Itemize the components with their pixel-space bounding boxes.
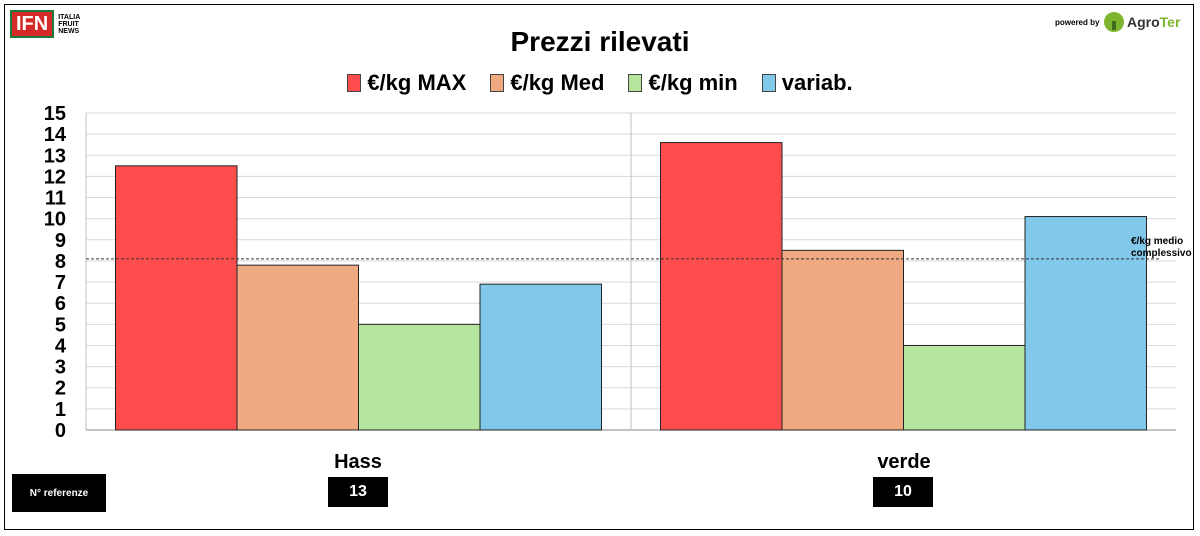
y-tick-label: 14 [44,124,67,146]
tree-icon [1104,12,1124,32]
legend: €/kg MAX €/kg Med €/kg min variab. [0,70,1200,96]
ifn-logo: IFN ITALIA FRUIT NEWS [10,10,80,38]
y-tick-label: 6 [55,293,66,315]
legend-item-min: €/kg min [628,70,738,96]
y-tick-label: 4 [55,335,67,357]
y-tick-label: 12 [44,166,66,188]
y-tick-label: 0 [55,420,66,442]
count-box-verde: 10 [873,477,933,507]
ifn-logo-letters: IFN [10,10,55,38]
bar-min-verde [903,344,1026,431]
category-label-verde: verde [877,451,931,473]
legend-swatch-max [347,74,362,92]
legend-label-variab: variab. [781,70,853,95]
logo-word-1: ITALIA [58,13,81,21]
agroter-name-a: Agro [1127,14,1160,30]
count-box-hass: 13 [328,477,388,507]
bar-min-hass [358,323,481,431]
chart-title: Prezzi rilevati [510,26,690,57]
powered-by-label: powered by [1055,18,1100,27]
legend-item-variab: variab. [761,70,853,96]
reference-label-line1: €/kg medio [1131,236,1184,247]
agroter-logo: AgroTer [1104,12,1180,32]
bar-med-hass [236,264,359,431]
category-label-hass: Hass [334,451,382,473]
legend-swatch-min [628,74,643,92]
bar-max-verde [660,142,783,431]
ifn-logo-words: ITALIA FRUIT NEWS [58,14,80,35]
bar-variab-verde [1024,216,1147,431]
y-tick-label: 15 [44,103,66,125]
y-tick-label: 5 [55,314,66,336]
logo-word-3: NEWS [58,27,80,35]
legend-swatch-variab [761,74,776,92]
legend-item-max: €/kg MAX [347,70,466,96]
chart-frame [4,4,1194,530]
y-tick-label: 1 [55,399,66,421]
legend-label-max: €/kg MAX [367,70,467,95]
bar-variab-hass [479,283,602,431]
y-tick-label: 13 [44,145,66,167]
n-referenze-label: N° referenze [12,474,106,512]
logo-word-2: FRUIT [58,20,79,28]
agroter-name-b: Ter [1159,14,1181,30]
legend-label-min: €/kg min [648,70,738,95]
reference-line-label: €/kg medio complessivo [1131,236,1192,260]
legend-label-med: €/kg Med [510,70,605,95]
y-tick-label: 9 [55,230,66,252]
legend-item-med: €/kg Med [490,70,604,96]
bar-max-hass [115,165,238,431]
y-tick-label: 7 [55,272,66,294]
y-tick-label: 11 [45,188,66,210]
agroter-name: AgroTer [1127,14,1180,30]
bar-med-verde [781,249,904,431]
y-tick-label: 3 [55,357,66,379]
y-tick-label: 2 [55,378,66,400]
y-tick-label: 10 [44,209,66,231]
y-tick-label: 8 [55,251,66,273]
reference-label-line2: complessivo [1131,248,1192,259]
legend-swatch-med [490,74,505,92]
